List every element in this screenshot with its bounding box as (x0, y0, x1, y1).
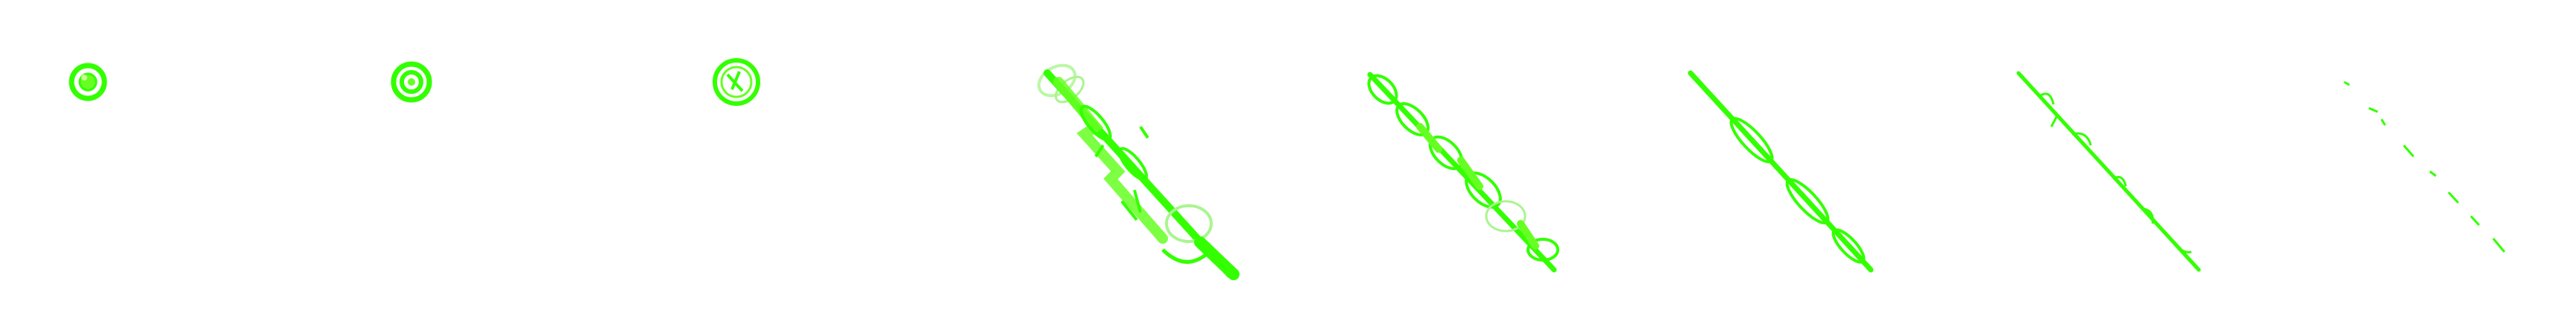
frame-5-diagonal-glyph (1367, 72, 1559, 273)
frame-8-diagonal-glyph (2343, 80, 2506, 253)
frame-7-diagonal-glyph (2016, 71, 2201, 272)
frame-4-diagonal-glyph (1037, 63, 1240, 280)
frame-1-circle-glyph (69, 63, 107, 101)
frame-3-circle-glyph (713, 58, 760, 106)
frame-2-circle-glyph (391, 61, 432, 103)
frame-6-diagonal-glyph (1688, 70, 1874, 273)
